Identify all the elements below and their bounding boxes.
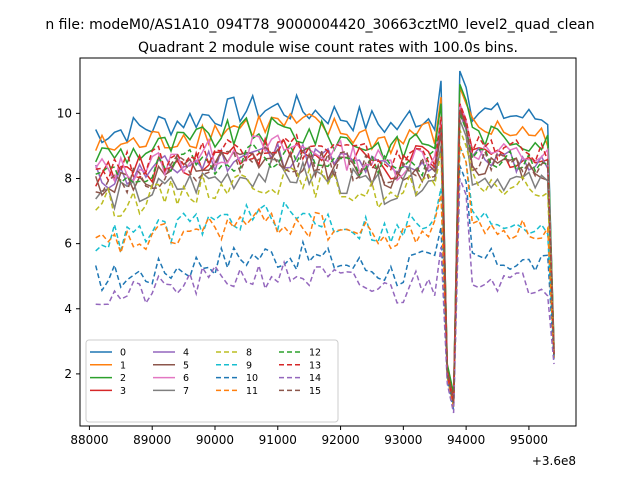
x-axis: 88000 89000 90000 91000 92000 93000 94000 95000	[70, 426, 548, 447]
series-line-14	[95, 178, 555, 414]
legend-label-0: 0	[120, 348, 126, 359]
x-tick-label: 88000	[70, 433, 108, 447]
legend-label-4: 4	[183, 348, 189, 359]
y-tick-label: 6	[64, 237, 72, 251]
x-offset-label: +3.6e8	[532, 454, 576, 468]
legend-label-2: 2	[120, 373, 126, 384]
figure-suptitle: n file: modeM0/AS1A10_094T78_9000004420_…	[45, 17, 594, 33]
legend-label-11: 11	[246, 386, 258, 397]
legend-label-3: 3	[120, 386, 126, 397]
legend-label-13: 13	[309, 360, 321, 371]
series-line-2	[95, 83, 555, 394]
x-tick-label: 92000	[321, 433, 359, 447]
legend-label-7: 7	[183, 386, 189, 397]
x-tick-label: 91000	[259, 433, 297, 447]
series-line-0	[95, 70, 555, 401]
legend-label-5: 5	[183, 360, 189, 371]
x-tick-label: 89000	[133, 433, 171, 447]
legend-label-8: 8	[246, 348, 252, 359]
legend-label-1: 1	[120, 360, 126, 371]
series-line-6	[95, 103, 555, 404]
series-layer	[94, 70, 555, 414]
x-tick-label: 95000	[510, 433, 548, 447]
legend-label-6: 6	[183, 373, 189, 384]
legend-label-14: 14	[309, 373, 321, 384]
x-tick-label: 94000	[447, 433, 485, 447]
y-tick-label: 10	[57, 106, 72, 120]
y-axis: 2 4 6 8 10	[57, 106, 80, 381]
series-line-11	[95, 145, 555, 407]
legend-label-10: 10	[246, 373, 258, 384]
y-tick-label: 4	[64, 302, 72, 316]
y-tick-label: 2	[64, 367, 72, 381]
x-tick-label: 90000	[196, 433, 234, 447]
series-line-8	[95, 129, 555, 407]
legend-frame	[85, 339, 339, 423]
x-tick-label: 93000	[384, 433, 422, 447]
series-line-15	[95, 109, 555, 404]
series-line-10	[94, 165, 555, 410]
legend-label-12: 12	[309, 348, 321, 359]
chart-title: Quadrant 2 module wise count rates with …	[138, 40, 518, 56]
series-line-5	[94, 109, 555, 404]
legend-label-15: 15	[309, 386, 321, 397]
y-tick-label: 8	[64, 171, 72, 185]
plot-border	[79, 57, 577, 427]
series-line-9	[95, 145, 555, 407]
legend-label-9: 9	[246, 360, 252, 371]
series-line-13	[95, 103, 555, 404]
